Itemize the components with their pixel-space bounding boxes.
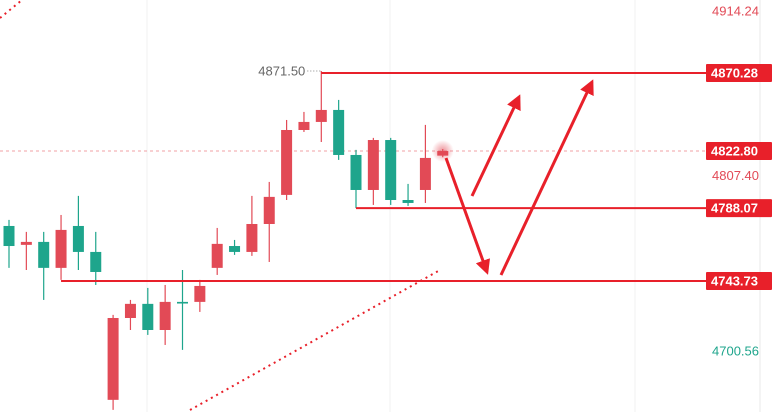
candle-body bbox=[367, 140, 379, 190]
candle-body bbox=[229, 246, 241, 252]
level-label-box bbox=[706, 271, 772, 290]
candle-body bbox=[350, 154, 362, 190]
candle-body bbox=[72, 225, 84, 252]
candle-body bbox=[419, 157, 431, 190]
candle-body bbox=[194, 285, 206, 302]
candle-body bbox=[124, 303, 136, 318]
candle-body bbox=[211, 243, 223, 268]
high-annotation: 4871.50 bbox=[258, 63, 305, 78]
y-tick-label: 4700.56 bbox=[712, 343, 759, 358]
candle-body bbox=[107, 317, 119, 400]
forecast-arrows bbox=[444, 79, 594, 276]
candle-body bbox=[298, 121, 310, 130]
candle-body bbox=[90, 251, 102, 272]
candle-body bbox=[55, 229, 67, 268]
candle-body bbox=[142, 303, 154, 330]
candle-body bbox=[20, 241, 32, 245]
level-label: 4743.73 bbox=[711, 273, 758, 288]
candle-body bbox=[315, 109, 327, 122]
level-label-box bbox=[706, 199, 772, 218]
trend-dotted-lines bbox=[0, 0, 441, 411]
y-tick-label: 4914.24 bbox=[712, 3, 759, 18]
candle-body bbox=[177, 301, 188, 304]
current-price-box bbox=[706, 142, 772, 161]
candle-body bbox=[159, 301, 171, 330]
y-tick-label: 4807.40 bbox=[712, 168, 759, 183]
candle-body bbox=[263, 196, 275, 224]
candle-body bbox=[281, 129, 293, 195]
current-price-glow bbox=[431, 140, 454, 163]
background-grid bbox=[146, 0, 761, 412]
level-label-box bbox=[706, 63, 772, 82]
plot: 4870.28 4788.07 4743.73 4822.80 4914.24 4807.… bbox=[0, 3, 772, 410]
candle-body bbox=[246, 223, 258, 252]
candle-body bbox=[38, 241, 50, 268]
current-price-label: 4822.80 bbox=[711, 143, 758, 158]
level-label: 4788.07 bbox=[711, 201, 758, 216]
candle-body bbox=[385, 140, 397, 201]
candle-body bbox=[333, 109, 345, 155]
candle-body bbox=[3, 225, 15, 247]
candle-body bbox=[402, 200, 414, 203]
level-label: 4870.28 bbox=[711, 65, 758, 80]
